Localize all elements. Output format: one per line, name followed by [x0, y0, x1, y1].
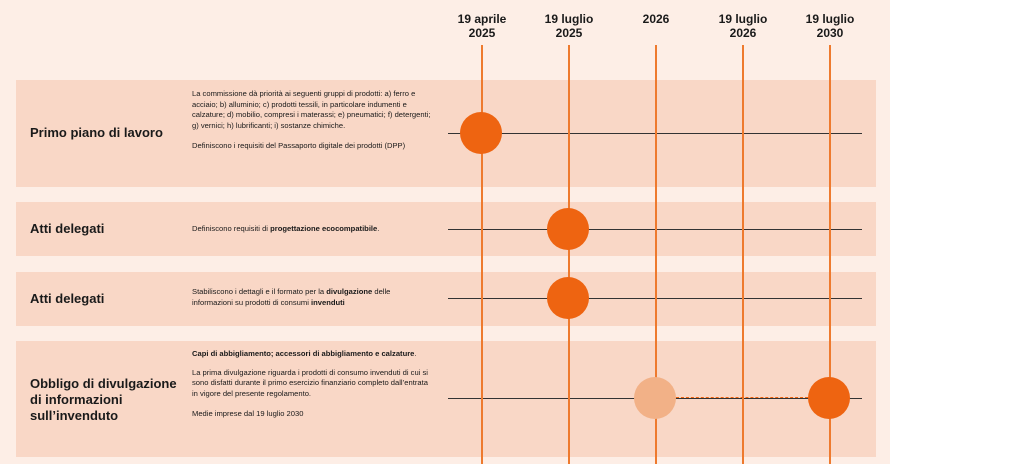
row-title: Primo piano di lavoro [30, 125, 163, 140]
row-description: La commissione dà priorità ai seguenti g… [192, 89, 432, 152]
date-header: 19 aprile 2025 [437, 12, 527, 40]
date-line1: 19 luglio [718, 12, 768, 26]
description-text: . [414, 349, 417, 358]
description-text: . [377, 224, 380, 233]
description-paragraph: Definiscono i requisiti del Passaporto d… [192, 141, 406, 151]
milestone-dot [460, 112, 502, 154]
milestone-dot [547, 277, 589, 319]
row-description: Stabiliscono i dettagli e il formato per… [192, 287, 428, 308]
date-header: 19 luglio 2025 [524, 12, 614, 40]
date-line2: 2025 [468, 26, 496, 40]
row-description: Definiscono requisiti di progettazione e… [192, 224, 452, 235]
milestone-dot [808, 377, 850, 419]
description-bold: invenduti [311, 297, 345, 307]
date-line2: 2026 [729, 26, 757, 40]
date-header: 19 luglio 2026 [698, 12, 788, 40]
date-line-2025-04 [481, 45, 483, 464]
row-description: Capi di abbigliamento; accessori di abbi… [192, 349, 432, 420]
description-text: Definiscono requisiti di [192, 224, 271, 233]
description-paragraph: Capi di abbigliamento; accessori di abbi… [192, 349, 432, 360]
row-title: Atti delegati [30, 221, 105, 236]
dashed-connector [676, 397, 808, 398]
description-bold: progettazione ecocompatibile [270, 224, 378, 233]
row-obbligo-divulgazione: Obbligo di divulgazione di informazioni … [16, 341, 876, 457]
milestone-dot [547, 208, 589, 250]
row-title: Atti delegati [30, 291, 105, 306]
date-line2: 2025 [555, 26, 583, 40]
date-line1: 19 luglio [805, 12, 855, 26]
row-atti-delegati-2: Atti delegati Stabiliscono i dettagli e … [16, 272, 876, 326]
date-line1: 19 luglio [544, 12, 594, 26]
description-paragraph: Medie imprese dal 19 luglio 2030 [192, 409, 304, 419]
date-line1: 2026 [642, 12, 670, 26]
date-header: 19 luglio 2030 [785, 12, 875, 40]
description-bold: divulgazione [326, 287, 373, 296]
date-line2: 2030 [816, 26, 844, 40]
description-bold: Capi di abbigliamento; accessori di abbi… [192, 349, 415, 358]
date-header: 2026 [611, 12, 701, 26]
date-line-2026-07 [742, 45, 744, 464]
date-line1: 19 aprile [457, 12, 507, 26]
timeline-diagram: Primo piano di lavoro La commissione dà … [0, 0, 890, 464]
date-line-2025-07 [568, 45, 570, 464]
description-paragraph: La commissione dà priorità ai seguenti g… [192, 89, 431, 130]
description-text: delle informazioni su prodotti di consum… [192, 287, 391, 307]
date-line-2030-07 [829, 45, 831, 464]
description-text: Stabiliscono i dettagli e il formato per… [192, 287, 327, 296]
description-paragraph: La prima divulgazione riguarda i prodott… [192, 367, 428, 398]
date-line-2026 [655, 45, 657, 464]
milestone-dot-light [634, 377, 676, 419]
row-title: Obbligo di divulgazione di informazioni … [30, 376, 177, 423]
